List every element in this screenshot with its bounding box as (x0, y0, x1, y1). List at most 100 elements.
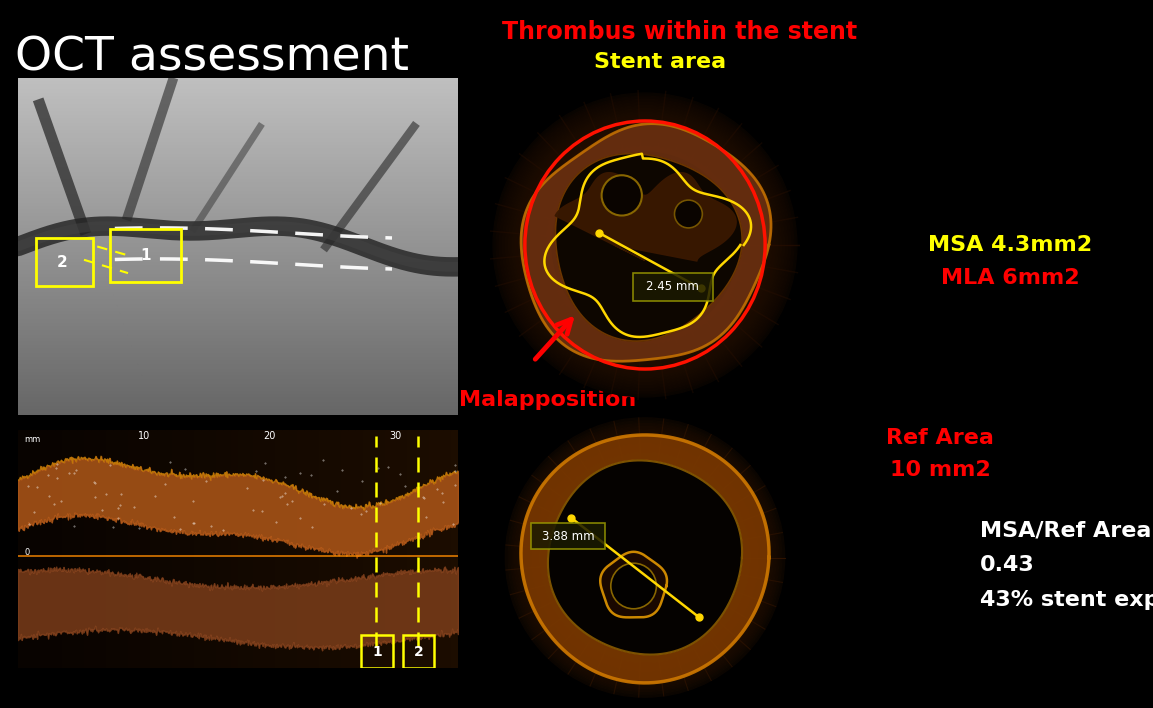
Bar (54, 430, 62, 668)
Bar (259, 430, 267, 668)
Bar (150, 430, 157, 668)
Circle shape (559, 472, 731, 643)
Bar (40, 430, 47, 668)
Text: Ref Area: Ref Area (886, 428, 994, 448)
Circle shape (530, 130, 760, 360)
Bar (18, 98, 458, 100)
Circle shape (615, 214, 676, 276)
Bar (18, 103, 458, 105)
Bar (18, 303, 458, 305)
Circle shape (586, 186, 703, 304)
Bar (414, 430, 421, 668)
Polygon shape (601, 552, 666, 617)
Bar (18, 349, 458, 350)
Bar (18, 91, 458, 93)
Bar (76, 430, 84, 668)
Circle shape (571, 484, 719, 632)
Bar (18, 214, 458, 215)
Bar (18, 181, 458, 183)
Circle shape (598, 198, 692, 292)
Bar (18, 171, 458, 173)
Circle shape (582, 495, 708, 620)
Bar (18, 80, 458, 81)
Circle shape (505, 418, 785, 697)
Circle shape (642, 242, 648, 248)
Bar (18, 393, 458, 394)
Bar (18, 117, 458, 119)
Bar (18, 227, 458, 229)
Bar (18, 127, 458, 129)
Circle shape (528, 440, 762, 674)
Circle shape (580, 492, 710, 623)
Bar (296, 430, 304, 668)
Bar (18, 276, 458, 278)
Bar (18, 241, 458, 242)
Bar (18, 384, 458, 386)
Bar (18, 347, 458, 349)
Circle shape (626, 227, 664, 263)
Circle shape (604, 205, 685, 285)
Bar (18, 144, 458, 146)
Bar (91, 430, 99, 668)
Circle shape (552, 152, 738, 338)
Bar (18, 366, 458, 367)
Bar (18, 169, 458, 171)
Bar (18, 135, 458, 137)
Bar (399, 430, 407, 668)
Bar (18, 307, 458, 308)
Bar (18, 295, 458, 297)
Bar (180, 430, 187, 668)
Circle shape (512, 112, 778, 378)
Bar (47, 430, 54, 668)
Bar (187, 430, 194, 668)
Bar (18, 90, 458, 91)
Bar (209, 430, 216, 668)
Bar (202, 430, 209, 668)
Bar (246, 430, 253, 668)
Bar (18, 244, 458, 246)
Circle shape (568, 481, 722, 634)
Circle shape (583, 183, 707, 307)
Bar (18, 132, 458, 134)
Bar (18, 217, 458, 219)
Circle shape (608, 208, 683, 282)
Circle shape (567, 168, 723, 323)
Bar (18, 237, 458, 239)
Bar (18, 379, 458, 381)
Bar (451, 430, 458, 668)
Circle shape (590, 503, 699, 612)
Circle shape (571, 171, 719, 319)
Bar (633, 273, 714, 301)
Bar (18, 398, 458, 400)
Text: 30: 30 (389, 431, 401, 441)
Bar (18, 283, 458, 285)
Bar (18, 383, 458, 384)
Bar (128, 430, 135, 668)
Circle shape (518, 118, 773, 372)
Bar (18, 370, 458, 371)
Bar (18, 176, 458, 178)
Circle shape (521, 121, 769, 369)
Circle shape (548, 461, 741, 654)
Bar (18, 310, 458, 312)
Bar (326, 430, 333, 668)
Circle shape (514, 115, 775, 375)
Bar (18, 222, 458, 224)
Bar (18, 430, 25, 668)
Circle shape (635, 236, 654, 254)
Circle shape (551, 464, 739, 651)
Circle shape (542, 455, 747, 660)
Bar (18, 337, 458, 339)
Bar (18, 281, 458, 283)
Bar (18, 285, 458, 286)
Bar (18, 229, 458, 230)
Bar (18, 341, 458, 342)
Bar (18, 246, 458, 247)
Bar (18, 154, 458, 156)
Bar (18, 327, 458, 329)
Circle shape (517, 429, 774, 686)
Bar (18, 178, 458, 180)
Bar (18, 147, 458, 149)
Circle shape (639, 239, 651, 251)
Circle shape (642, 554, 648, 560)
